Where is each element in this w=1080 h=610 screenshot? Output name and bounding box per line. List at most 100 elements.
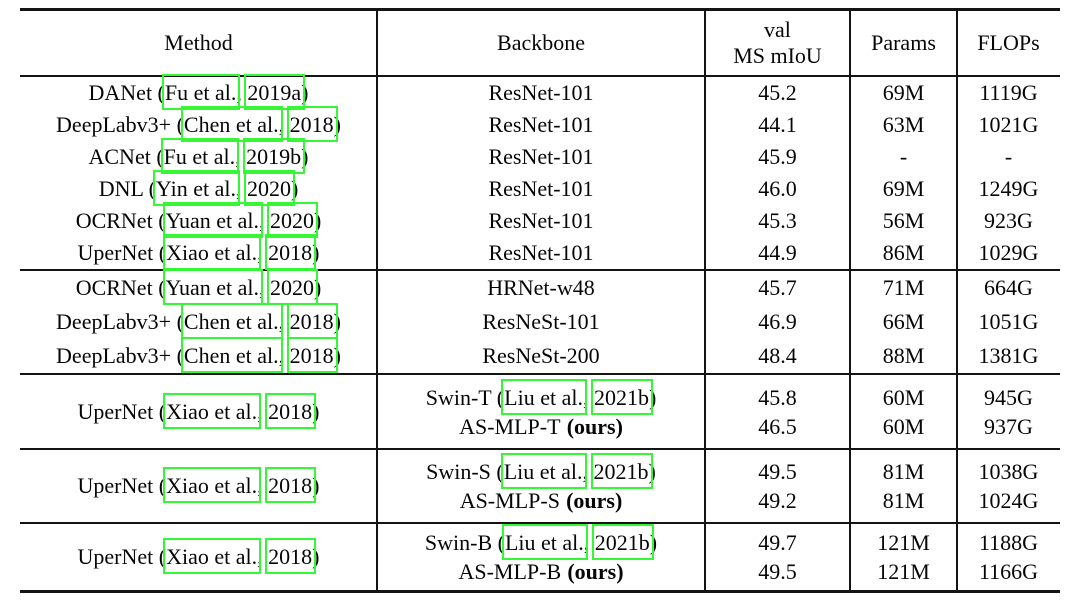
citation-year-bbox: 2020 (269, 275, 314, 300)
flops-value: 923G (984, 208, 1033, 233)
flops-value: 1024G (978, 488, 1039, 513)
section-divider (20, 522, 1060, 524)
miou-value: 46.5 (758, 413, 797, 439)
citation-year-bbox: 2019b (246, 144, 302, 169)
citation-author-bbox: Xiao et al. (166, 240, 258, 265)
params-value: 88M (882, 343, 925, 368)
results-table: Method Backbone val MS mIoU Params FLOPs… (20, 8, 1060, 593)
miou-cell: 49.5 49.2 (705, 457, 850, 515)
backbone-swin: Swin-B (Liu et al., 2021b) (424, 530, 658, 555)
backbone-cell: ResNet-101 (488, 208, 594, 233)
citation-year-bbox: 2020 (269, 208, 314, 233)
miou-value: 45.9 (758, 144, 797, 169)
column-divider (849, 77, 851, 269)
backbone-cell: ResNet-101 (488, 240, 594, 265)
method-cell: UperNet (Xiao et al., 2018) (77, 398, 320, 424)
table-row: DeepLabv3+ (Chen et al., 2018) ResNeSt-1… (20, 305, 1060, 339)
citation-author-bbox: Yuan et al. (165, 208, 259, 233)
citation-author-bbox: Xiao et al. (166, 398, 258, 424)
citation-author-bbox: Fu et al. (163, 144, 236, 169)
table-bottom-rule (20, 590, 1060, 593)
table-row: OCRNet (Yuan et al., 2020) HRNet-w48 45.… (20, 271, 1060, 305)
section-divider (20, 448, 1060, 450)
params-value: 81M (882, 488, 925, 513)
method-cell: DeepLabv3+ (Chen et al., 2018) (56, 343, 341, 368)
citation-author-bbox: Liu et al. (504, 384, 583, 410)
table-row: DeepLabv3+ (Chen et al., 2018) ResNet-10… (20, 109, 1060, 141)
method-cell: DeepLabv3+ (Chen et al., 2018) (56, 112, 341, 137)
column-divider (849, 375, 851, 448)
params-value: 71M (882, 275, 925, 300)
flops-cell: 1038G 1024G (957, 457, 1060, 515)
citation-year-bbox: 2018 (268, 544, 313, 569)
miou-value: 45.7 (758, 275, 797, 300)
method-cell: OCRNet (Yuan et al., 2020) (75, 208, 322, 233)
params-value: 69M (882, 80, 925, 105)
backbone-cell: Swin-T (Liu et al., 2021b) AS-MLP-T (ours… (377, 383, 705, 441)
table-section-1: DANet (Fu et al., 2019a) ResNet-101 45.2… (20, 77, 1060, 269)
citation-year-bbox: 2021b (593, 384, 649, 410)
miou-value: 45.2 (758, 80, 797, 105)
params-value: 121M (877, 530, 930, 555)
col-header-method: Method (164, 30, 233, 55)
citation-author-bbox: Chen et al. (183, 343, 279, 368)
table-section-5: UperNet (Xiao et al., 2018) Swin-B (Liu … (20, 524, 1060, 590)
column-divider (704, 77, 706, 269)
backbone-cell: Swin-S (Liu et al., 2021b) AS-MLP-S (ours… (377, 457, 705, 515)
params-value: - (899, 144, 908, 169)
column-divider (704, 524, 706, 590)
miou-value: 44.1 (758, 112, 797, 137)
backbone-cell: ResNet-101 (488, 112, 594, 137)
flops-value: 1188G (978, 530, 1039, 555)
column-divider (849, 524, 851, 590)
flops-cell: 945G 937G (957, 383, 1060, 441)
column-divider (704, 450, 706, 522)
flops-value: 1166G (978, 559, 1039, 584)
backbone-ours: AS-MLP-S (ours) (459, 488, 623, 513)
column-divider (849, 11, 851, 75)
params-cell: 121M 121M (850, 528, 957, 586)
col-header-params: Params (871, 30, 936, 55)
miou-cell: 49.7 49.5 (705, 528, 850, 586)
miou-cell: 45.8 46.5 (705, 383, 850, 441)
backbone-cell: ResNet-101 (488, 144, 594, 169)
method-cell: DANet (Fu et al., 2019a) (88, 80, 309, 105)
table-row: ACNet (Fu et al., 2019b) ResNet-101 45.9… (20, 141, 1060, 173)
citation-year-bbox: 2018 (268, 240, 313, 265)
section-divider (20, 269, 1060, 271)
flops-value: 1249G (978, 176, 1039, 201)
table-row: DANet (Fu et al., 2019a) ResNet-101 45.2… (20, 77, 1060, 109)
col-header-backbone: Backbone (497, 30, 585, 55)
flops-value: 1119G (979, 80, 1038, 105)
citation-author-bbox: Fu et al. (164, 80, 237, 105)
section-divider (20, 373, 1060, 375)
params-value: 60M (882, 413, 925, 439)
citation-author-bbox: Chen et al. (183, 112, 279, 137)
column-divider (956, 524, 958, 590)
backbone-ours: AS-MLP-B (ours) (458, 559, 624, 584)
table-row: UperNet (Xiao et al., 2018) ResNet-101 4… (20, 237, 1060, 269)
params-cell: 60M 60M (850, 383, 957, 441)
miou-value: 46.0 (758, 176, 797, 201)
params-value: 121M (877, 559, 930, 584)
params-value: 60M (882, 384, 925, 410)
column-divider (376, 271, 378, 373)
params-value: 86M (882, 240, 925, 265)
citation-author-bbox: Liu et al. (503, 459, 583, 484)
citation-year-bbox: 2018 (289, 309, 334, 334)
table-section-2: OCRNet (Yuan et al., 2020) HRNet-w48 45.… (20, 271, 1060, 373)
ours-tag: (ours) (566, 413, 623, 439)
citation-author-bbox: Xiao et al. (166, 473, 258, 498)
column-divider (704, 271, 706, 373)
method-cell: OCRNet (Yuan et al., 2020) (75, 275, 322, 300)
column-divider (849, 450, 851, 522)
miou-value: 48.4 (758, 343, 797, 368)
method-cell: UperNet (Xiao et al., 2018) (77, 473, 320, 498)
col-header-miou: val MS mIoU (733, 17, 822, 68)
miou-value: 49.5 (758, 459, 797, 484)
column-divider (376, 524, 378, 590)
ours-tag: (ours) (567, 559, 624, 584)
citation-author-bbox: Xiao et al. (166, 544, 258, 569)
citation-author-bbox: Liu et al. (504, 530, 584, 555)
flops-value: 937G (984, 413, 1033, 439)
